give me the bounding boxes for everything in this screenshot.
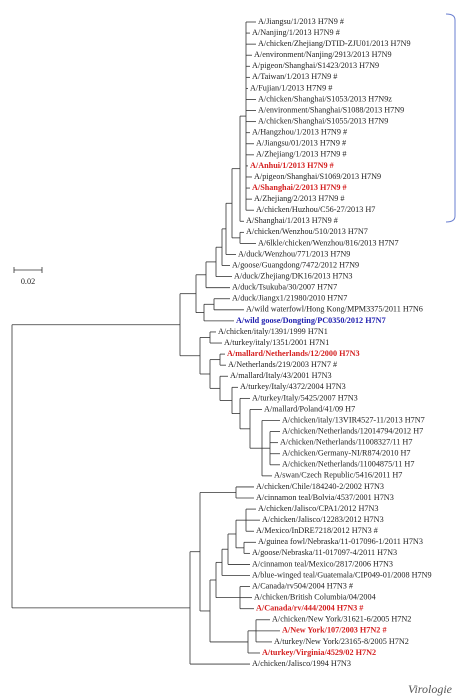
leaf-label: A/blue-winged teal/Guatemala/CIP049-01/2… — [252, 570, 432, 579]
leaf-label: A/Mexico/InDRE7218/2012 H7N3 # — [256, 526, 378, 535]
leaf-label: A/duck/Tsukuba/30/2007 H7N7 — [232, 283, 337, 292]
leaf-label: A/Shanghai/2/2013 H7N9 # — [252, 183, 347, 192]
leaf-label: A/Anhui/1/2013 H7N9 # — [250, 161, 334, 170]
leaf-label: A/chicken/Shanghai/S1053/2013 H7N9z — [258, 94, 392, 103]
leaf-label: A/environment/Shanghai/S1088/2013 H7N9 — [258, 105, 404, 114]
leaf-label: A/Hangzhou/1/2013 H7N9 # — [252, 128, 347, 137]
leaf-label: A/chicken/Zhejiang/DTID-ZJU01/2013 H7N9 — [258, 39, 411, 48]
leaf-label: A/cinnamon teal/Bolvia/4537/2001 H7N3 — [256, 493, 394, 502]
leaf-label: A/chicken/Netherlands/11008327/11 H7 — [280, 438, 412, 447]
leaf-label: A/chicken/Jalisco/12283/2012 H7N3 — [262, 515, 384, 524]
leaf-label: A/chicken/Netherlands/11004875/11 H7 — [282, 460, 414, 469]
leaf-label: A/chicken/Netherlands/12014794/2012 H7 — [282, 426, 423, 435]
leaf-label: A/Fujian/1/2013 H7N9 # — [250, 83, 332, 92]
leaf-label: A/chicken/italy/1391/1999 H7N1 — [218, 327, 328, 336]
leaf-label: A/wild goose/Dongting/PC0350/2012 H7N7 — [236, 316, 386, 325]
leaf-label: A/turkey/New York/23165-8/2005 H7N2 — [274, 637, 409, 646]
leaf-label: A/Taiwan/1/2013 H7N9 # — [252, 72, 337, 81]
leaf-label: A/cinnamon teal/Mexico/2817/2006 H7N3 — [252, 559, 393, 568]
leaf-label: A/pigeon/Shanghai/S1423/2013 H7N9 — [252, 61, 379, 70]
leaf-label: A/chicken/Chile/184240-2/2002 H7N3 — [256, 482, 384, 491]
scale-bar-label: 0.02 — [21, 277, 35, 286]
leaf-label: A/environment/Nanjing/2913/2013 H7N9 — [254, 50, 392, 59]
leaf-label: A/chicken/Jalisco/CPA1/2012 H7N3 — [258, 504, 378, 513]
leaf-label: A/pigeon/Shanghai/S1069/2013 H7N9 — [254, 172, 381, 181]
leaf-label: A/mallard/Italy/43/2001 H7N3 — [230, 371, 332, 380]
leaf-label: A/Canada/rv/444/2004 H7N3 # — [256, 604, 363, 613]
leaf-label: A/Shanghai/1/2013 H7N9 # — [246, 216, 338, 225]
leaf-label: A/Zhejiang/2/2013 H7N9 # — [254, 194, 345, 203]
leaf-label: A/chicken/British Columbia/04/2004 — [254, 593, 376, 602]
leaf-label: A/chicken/Huzhou/C56-27/2013 H7 — [256, 205, 375, 214]
leaf-label: A/goose/Nebraska/11-017097-4/2011 H7N3 — [252, 548, 397, 557]
leaf-label: A/Jiangsu/01/2013 H7N9 # — [256, 139, 346, 148]
h7n9-bracket — [445, 13, 456, 223]
leaf-label: A/Netherlands/219/2003 H7N7 # — [228, 360, 337, 369]
leaf-label: A/Nanjing/1/2013 H7N9 # — [252, 28, 340, 37]
leaf-label: A/chicken/New York/31621-6/2005 H7N2 — [272, 615, 411, 624]
leaf-label: A/chicken/Wenzhou/510/2013 H7N7 — [246, 227, 368, 236]
leaf-label: A/chicken/Jalisco/1994 H7N3 — [252, 659, 351, 668]
leaf-label: A/6lkle/chicken/Wenzhou/816/2013 H7N7 — [258, 238, 399, 247]
logo: Virologie — [408, 682, 453, 696]
leaf-label: A/mallard/Netherlands/12/2000 H7N3 — [227, 349, 360, 358]
leaf-label: A/turkey/Italy/5425/2007 H7N3 — [252, 393, 358, 402]
leaf-label: A/swan/Czech Republic/5416/2011 H7 — [274, 471, 402, 480]
leaf-label: A/Jiangsu/1/2013 H7N9 # — [258, 17, 344, 26]
leaf-label: A/turkey/Italy/4372/2004 H7N3 — [240, 382, 346, 391]
leaf-label: A/turkey/italy/1351/2001 H7N1 — [224, 338, 329, 347]
leaf-label: A/New York/107/2003 H7N2 # — [282, 626, 387, 635]
leaf-label: A/chicken/italy/13VIR4527-11/2013 H7N7 — [282, 415, 425, 424]
leaf-label: A/duck/Zhejiang/DK16/2013 H7N3 — [234, 271, 352, 280]
leaf-label: A/guinea fowl/Nebraska/11-017096-1/2011 … — [258, 537, 423, 546]
leaf-label: A/mallard/Poland/41/09 H7 — [264, 404, 355, 413]
leaf-label: A/Canada/rv504/2004 H7N3 # — [252, 581, 353, 590]
leaf-label: A/goose/Guangdong/7472/2012 H7N9 — [232, 260, 359, 269]
leaf-label: A/chicken/Germany-NI/R874/2010 H7 — [282, 449, 410, 458]
leaf-label: A/chicken/Shanghai/S1055/2013 H7N9 — [258, 117, 388, 126]
leaf-label: A/wild waterfowl/Hong Kong/MPM3375/2011 … — [246, 305, 423, 314]
leaf-label: A/duck/Jiangx1/21980/2010 H7N7 — [232, 294, 347, 303]
leaf-label: A/Zhejiang/1/2013 H7N9 # — [256, 150, 347, 159]
leaf-label: A/duck/Wenzhou/771/2013 H7N9 — [238, 249, 350, 258]
leaf-label: A/turkey/Virginia/4529/02 H7N2 — [262, 648, 376, 657]
